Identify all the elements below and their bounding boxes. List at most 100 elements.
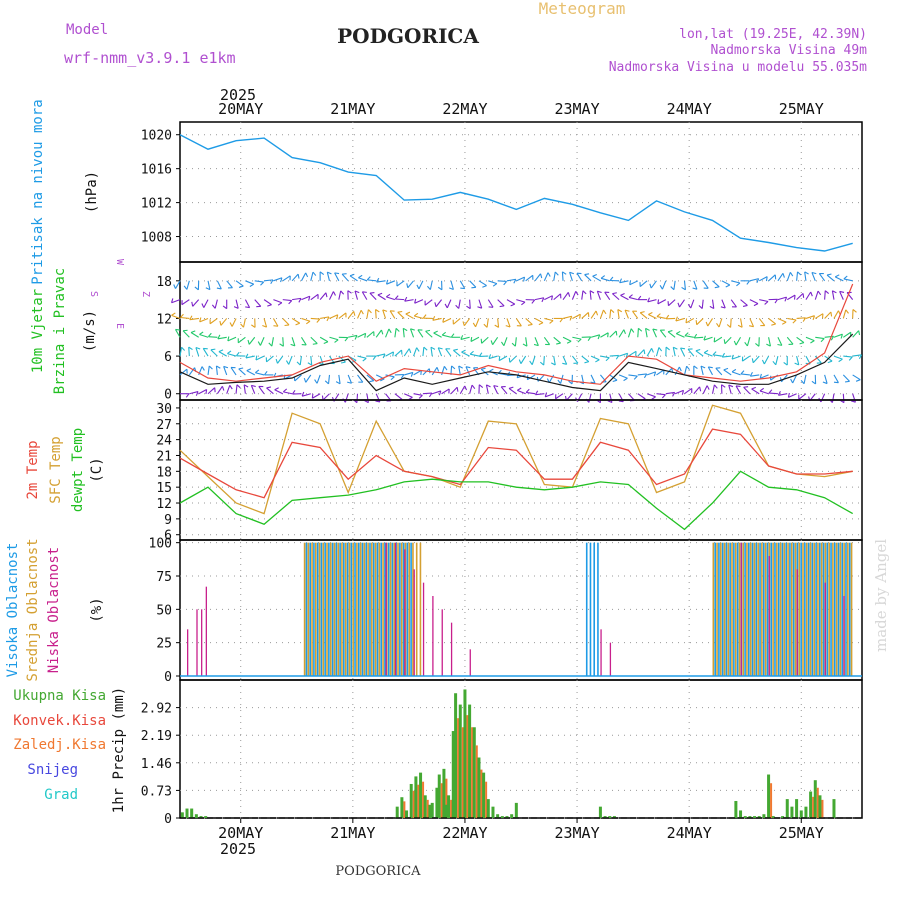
- wind-barb: [273, 277, 283, 282]
- precip-strat-bar: [412, 790, 415, 818]
- wind-barb: [469, 280, 477, 288]
- wind-barb: [833, 310, 839, 319]
- precip-total-bar: [423, 795, 427, 818]
- wind-ytick-label: 6: [164, 350, 172, 365]
- wind-barb: [656, 393, 666, 396]
- cloud-mid-bar: [742, 542, 745, 676]
- cloud-mid-bar: [828, 542, 830, 676]
- wind-barb-feather: [369, 292, 375, 294]
- wind-barb-feather: [490, 340, 494, 345]
- wind-barb: [246, 370, 255, 376]
- wind-barb: [407, 280, 414, 289]
- cloud-mid-bar: [817, 542, 819, 676]
- wind-barb: [376, 353, 386, 357]
- wind-barb-feather: [656, 313, 661, 317]
- wind-barb-feather: [698, 305, 703, 309]
- wind-barb-feather: [336, 314, 339, 320]
- wind-barb: [759, 299, 769, 303]
- wind-barb: [182, 330, 190, 338]
- wind-barb-feather: [301, 391, 305, 397]
- wind-barb: [730, 299, 737, 308]
- wind-barb: [740, 299, 748, 306]
- wind-barb: [409, 328, 415, 338]
- wind-barb-feather: [547, 272, 551, 277]
- wind-barb-feather: [205, 287, 211, 291]
- cloud-low-bar: [201, 609, 203, 676]
- wind-barb: [721, 280, 731, 286]
- wind-barb-feather: [362, 291, 367, 293]
- wind-barb-feather: [709, 305, 715, 310]
- wind-barb-feather: [216, 365, 221, 369]
- wind-barb-feather: [531, 299, 536, 304]
- wind-barb: [680, 347, 685, 357]
- wind-barb-feather: [845, 380, 850, 383]
- precip-total-bar: [414, 776, 418, 818]
- wind-barb: [562, 355, 568, 365]
- wind-barb-feather: [582, 290, 587, 295]
- wind-barb: [777, 317, 787, 323]
- precip-strat-bar: [422, 781, 425, 818]
- wind-barb: [787, 317, 797, 321]
- wind-barb: [852, 330, 860, 338]
- temperature-ytick-label: 24: [156, 434, 172, 449]
- pressure-panel: 1008 1012 1016 1020: [141, 121, 863, 263]
- wind-barb-feather: [245, 353, 249, 359]
- wind-barb: [506, 318, 511, 328]
- cloud-mid-bar: [337, 542, 340, 676]
- wind-barb-feather: [508, 386, 514, 389]
- precip-legend-item: Snijeg: [27, 762, 78, 778]
- cloud-high-bar: [744, 542, 746, 676]
- wind-barb: [498, 355, 508, 362]
- wind-barb-feather: [518, 359, 522, 364]
- precip-total-bar: [468, 704, 472, 818]
- wind-barb: [385, 351, 394, 357]
- wind-barb: [760, 374, 769, 379]
- wind-barb-feather: [316, 318, 321, 323]
- wind-barb-feather: [592, 274, 597, 277]
- precip-total-bar: [477, 757, 481, 818]
- wind-barb: [655, 347, 660, 357]
- wind-barb: [777, 296, 787, 301]
- wind-barb: [347, 311, 355, 319]
- wind-barb-feather: [247, 339, 250, 345]
- wind-barb-feather: [661, 394, 666, 399]
- wind-barb-feather: [368, 309, 372, 314]
- wind-barb: [437, 347, 443, 357]
- cloud-mid-bar: [303, 542, 306, 676]
- wind-barb: [431, 366, 438, 376]
- wind-barb: [639, 280, 648, 288]
- wind-barb-feather: [402, 327, 408, 332]
- wind-barb-feather: [589, 290, 595, 294]
- wind-barb-feather: [308, 296, 311, 301]
- wind-barb-feather: [651, 348, 654, 353]
- wind-barb: [702, 385, 708, 394]
- wind-barb: [656, 316, 666, 319]
- wind-barb-feather: [437, 286, 443, 291]
- precip-total-bar: [818, 795, 822, 818]
- elevation-label: Nadmorska Visina 49m: [710, 43, 867, 58]
- wind-barb-feather: [362, 357, 367, 362]
- cloud-high-bar: [826, 542, 829, 676]
- precip-total-bar: [463, 689, 467, 818]
- wind-barb: [548, 374, 555, 383]
- wind-barb: [386, 280, 396, 285]
- cloud-high-bar: [357, 542, 360, 676]
- wind-barb: [843, 331, 852, 338]
- precip-strat-bar: [471, 727, 474, 818]
- wind-barb: [763, 355, 770, 365]
- wind-barb-feather: [284, 324, 290, 327]
- wind-barb: [453, 349, 461, 357]
- wind-barb-feather: [667, 330, 673, 333]
- wind-barb-feather: [799, 342, 805, 345]
- wind-barb-feather: [183, 285, 188, 290]
- wind-barb-feather: [358, 274, 363, 279]
- wind-barb-feather: [392, 351, 395, 357]
- wind-barb-feather: [471, 286, 476, 289]
- precip-total-bar: [400, 797, 404, 818]
- wind-barb-feather: [723, 367, 729, 371]
- wind-barb-feather: [681, 286, 686, 291]
- wind-barb: [525, 318, 533, 325]
- precip-total-bar: [505, 816, 509, 818]
- temperature-line-1: [179, 404, 853, 515]
- wind-barb: [842, 393, 845, 403]
